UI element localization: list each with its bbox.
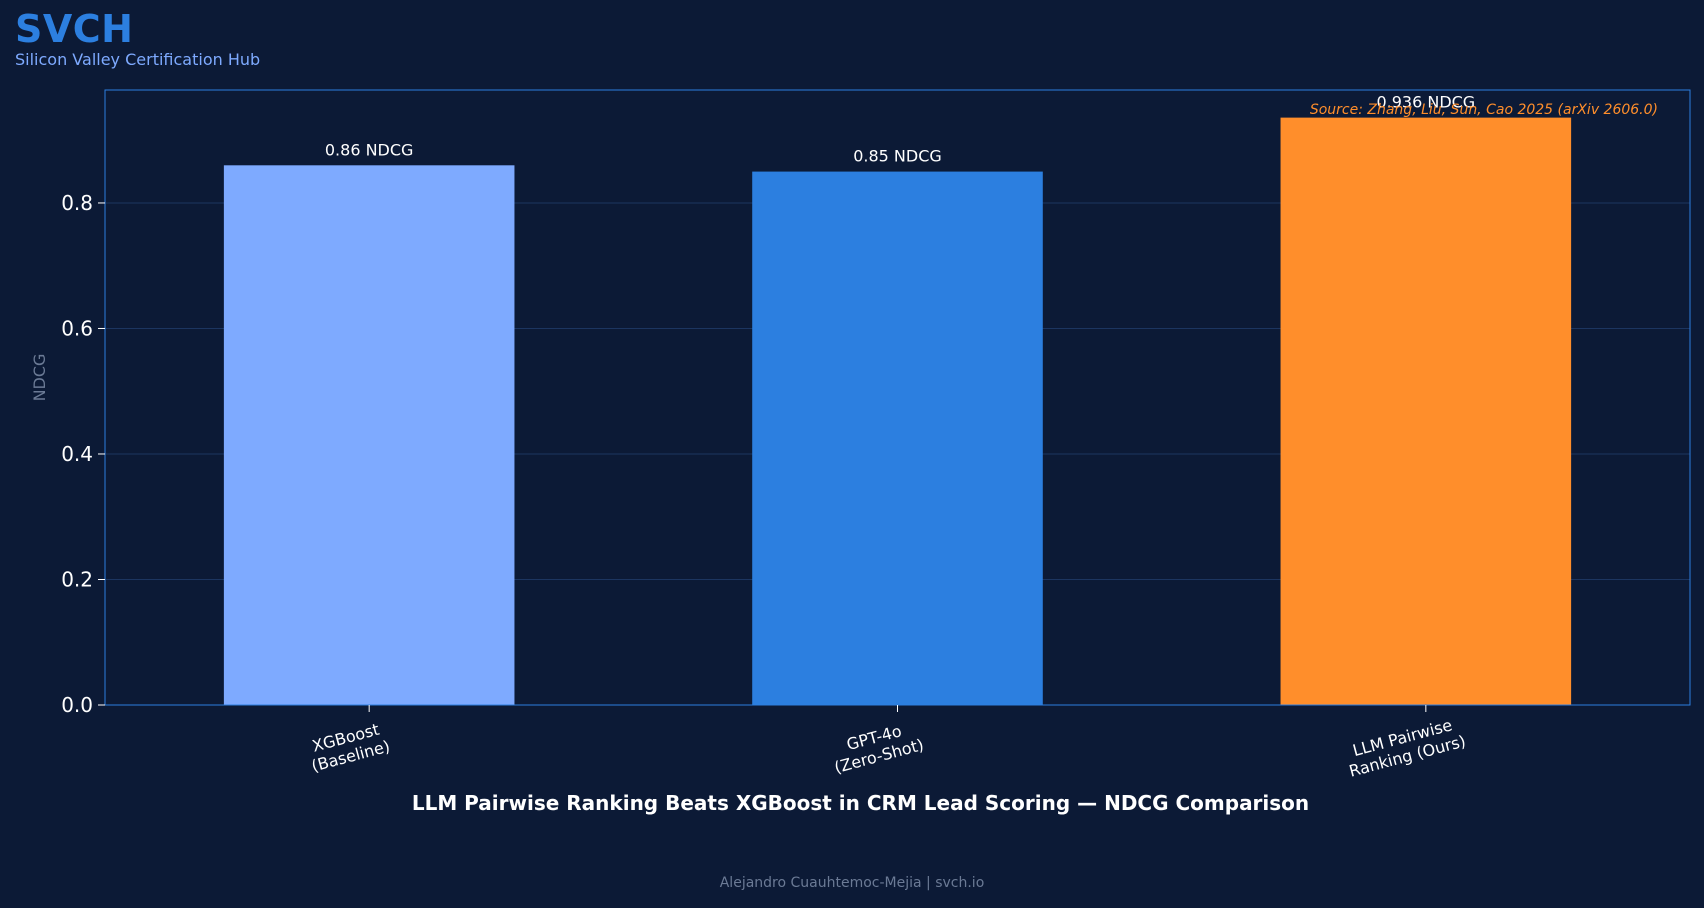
bar bbox=[1280, 117, 1572, 705]
y-tick-label: 0.4 bbox=[61, 442, 93, 466]
bar bbox=[752, 171, 1043, 705]
value-labels: 0.86 NDCG 0.85 NDCG 0.936 NDCG bbox=[325, 93, 1475, 166]
x-tick-label: GPT-4o(Zero-Shot) bbox=[827, 717, 925, 777]
brand-subtitle: Silicon Valley Certification Hub bbox=[15, 50, 261, 69]
brand: SVCH Silicon Valley Certification Hub bbox=[15, 8, 260, 70]
bar-value-label: 0.936 NDCG bbox=[1376, 93, 1475, 112]
bar-value-label: 0.85 NDCG bbox=[853, 147, 942, 166]
brand-title: SVCH bbox=[15, 7, 134, 51]
y-axis-ticks: 0.0 0.2 0.4 0.6 0.8 bbox=[61, 191, 105, 717]
y-axis-label: NDCG bbox=[30, 354, 49, 402]
y-tick-label: 0.2 bbox=[61, 567, 93, 591]
source-annotation: Source: Zhang, Liu, Sun, Cao 2025 (arXiv… bbox=[1310, 102, 1658, 118]
x-axis-ticks: XGBoost(Baseline) GPT-4o(Zero-Shot) LLM Pa… bbox=[304, 705, 1468, 781]
y-tick-label: 0.8 bbox=[61, 191, 93, 215]
x-tick-label: LLM PairwiseRanking (Ours) bbox=[1342, 713, 1468, 781]
y-tick-label: 0.0 bbox=[61, 693, 93, 717]
bar-value-label: 0.86 NDCG bbox=[325, 140, 414, 159]
y-tick-label: 0.6 bbox=[61, 316, 93, 340]
chart-title: LLM Pairwise Ranking Beats XGBoost in CR… bbox=[412, 791, 1309, 815]
footer-credit: Alejandro Cuauhtemoc-Mejia | svch.io bbox=[719, 875, 985, 891]
bar bbox=[223, 165, 515, 705]
x-tick-label: XGBoost(Baseline) bbox=[304, 718, 391, 775]
bars bbox=[223, 117, 1572, 705]
